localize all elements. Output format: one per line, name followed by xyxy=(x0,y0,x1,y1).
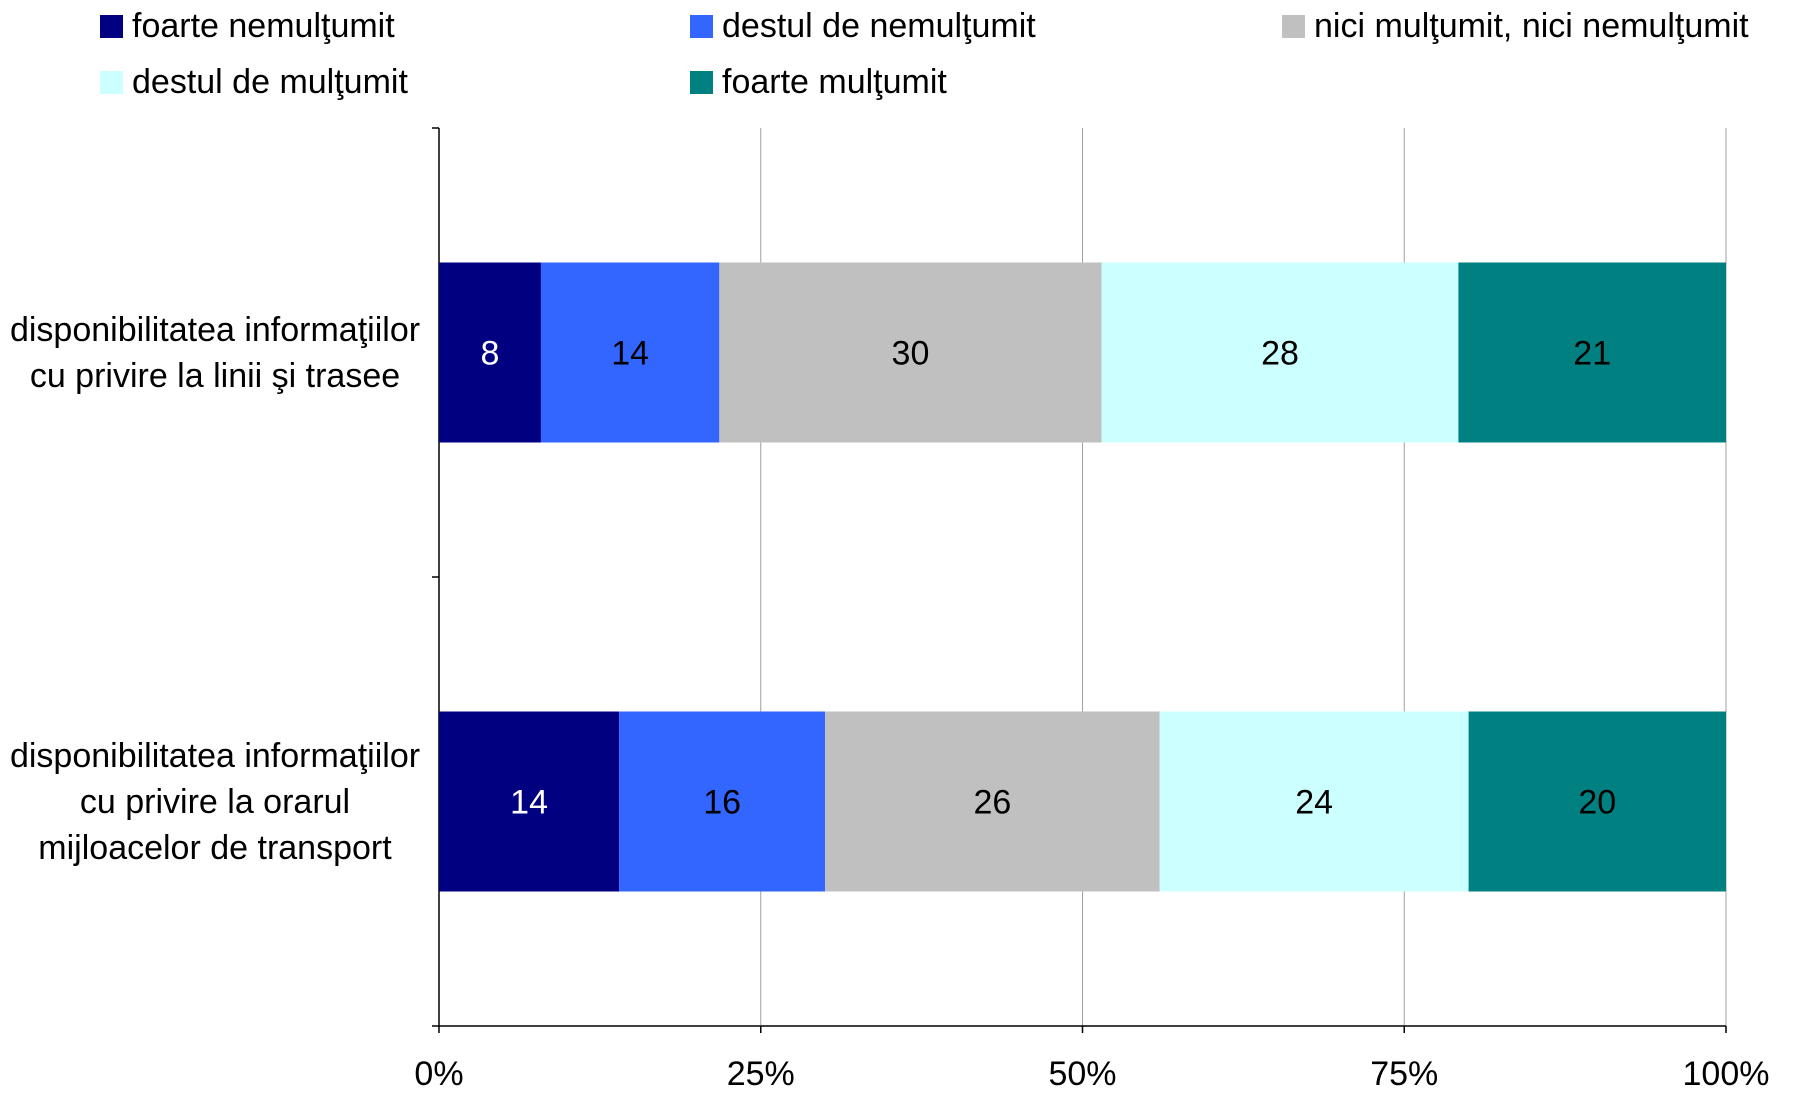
bar-segment xyxy=(1159,711,1469,892)
bar-segment xyxy=(439,711,620,892)
legend-label: destul de mulţumit xyxy=(132,62,408,101)
bar-segment xyxy=(439,262,541,443)
legend-item: foarte nemulţumit xyxy=(100,6,395,46)
data-label: 21 xyxy=(1573,335,1611,373)
legend-swatch xyxy=(1282,14,1305,38)
data-label: 28 xyxy=(1261,335,1299,373)
category-label: disponibilitatea informaţiilor cu privir… xyxy=(9,310,421,395)
legend-item: destul de mulţumit xyxy=(100,62,408,102)
x-tick-label: 75% xyxy=(1370,1055,1438,1093)
x-tick-label: 25% xyxy=(727,1055,795,1093)
data-label: 14 xyxy=(510,784,548,822)
legend-label: foarte mulţumit xyxy=(722,62,947,101)
category-label: disponibilitatea informaţiilor cu privir… xyxy=(9,736,421,867)
data-label: 20 xyxy=(1578,784,1616,822)
data-label: 16 xyxy=(703,784,741,822)
legend-item: nici mulţumit, nici nemulţumit xyxy=(1282,6,1749,46)
data-label: 24 xyxy=(1295,784,1333,822)
data-label: 26 xyxy=(973,784,1011,822)
bar-segment xyxy=(719,262,1102,443)
legend-swatch xyxy=(690,14,713,38)
legend-swatch xyxy=(690,70,713,94)
legend-item: foarte mulţumit xyxy=(690,62,947,102)
bar-segment xyxy=(619,711,826,892)
data-label: 8 xyxy=(481,335,500,373)
legend-label: nici mulţumit, nici nemulţumit xyxy=(1314,6,1749,45)
bar-segment xyxy=(1101,262,1459,443)
legend-item: destul de nemulţumit xyxy=(690,6,1036,46)
data-label: 30 xyxy=(892,335,930,373)
bar-segment xyxy=(1458,262,1726,443)
x-tick-label: 100% xyxy=(1683,1055,1770,1093)
legend-swatch xyxy=(100,70,123,94)
bar-segment xyxy=(540,262,720,443)
legend: foarte nemulţumit destul de nemulţumit nic… xyxy=(0,0,1794,110)
x-tick-label: 0% xyxy=(414,1055,463,1093)
legend-label: destul de nemulţumit xyxy=(722,6,1036,45)
data-label: 14 xyxy=(611,335,649,373)
legend-swatch xyxy=(100,14,123,38)
x-tick-label: 50% xyxy=(1048,1055,1116,1093)
bar-segment xyxy=(825,711,1160,892)
bar-segment xyxy=(1468,711,1726,892)
legend-label: foarte nemulţumit xyxy=(132,6,395,45)
